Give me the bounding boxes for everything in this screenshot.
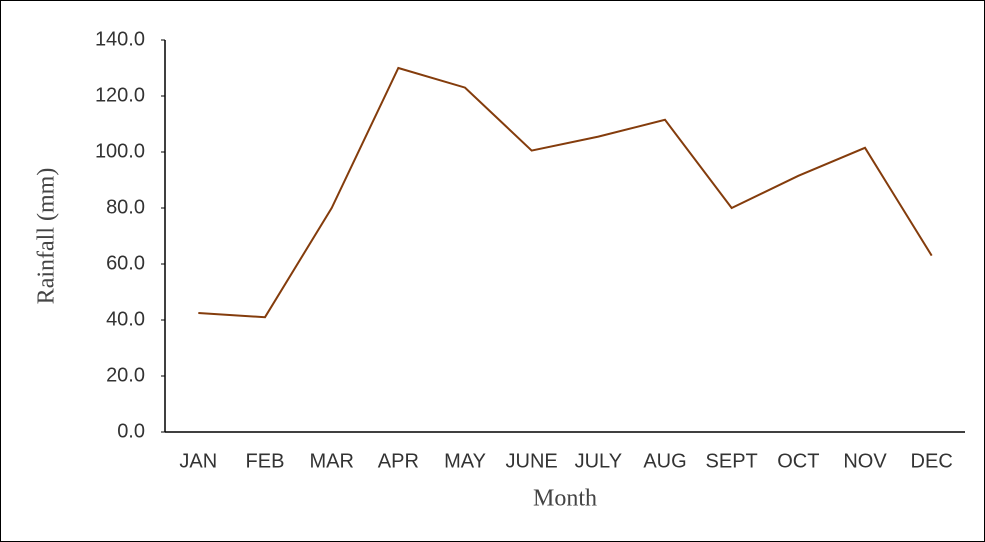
y-tick-label: 100.0 xyxy=(95,140,145,162)
x-tick-label: NOV xyxy=(843,450,887,472)
x-tick-label: MAR xyxy=(309,450,353,472)
x-tick-label: JAN xyxy=(179,450,217,472)
x-tick-label: JUNE xyxy=(506,450,558,472)
x-tick-label: APR xyxy=(378,450,419,472)
x-tick-label: MAY xyxy=(444,450,486,472)
y-tick-label: 0.0 xyxy=(117,420,145,442)
y-tick-label: 60.0 xyxy=(106,252,145,274)
y-axis-title: Rainfall (mm) xyxy=(34,168,60,305)
y-tick-label: 80.0 xyxy=(106,196,145,218)
x-tick-label: FEB xyxy=(246,450,285,472)
x-tick-label: DEC xyxy=(911,450,953,472)
x-tick-label: OCT xyxy=(777,450,819,472)
x-tick-label: AUG xyxy=(643,450,686,472)
y-tick-label: 120.0 xyxy=(95,84,145,106)
y-tick-label: 140.0 xyxy=(95,28,145,50)
y-tick-label: 40.0 xyxy=(106,308,145,330)
line-series xyxy=(198,66,933,319)
x-tick-label: JULY xyxy=(575,450,622,472)
x-tick-label: SEPT xyxy=(706,450,758,472)
y-tick-label: 20.0 xyxy=(106,364,145,386)
x-axis-title: Month xyxy=(533,486,597,512)
